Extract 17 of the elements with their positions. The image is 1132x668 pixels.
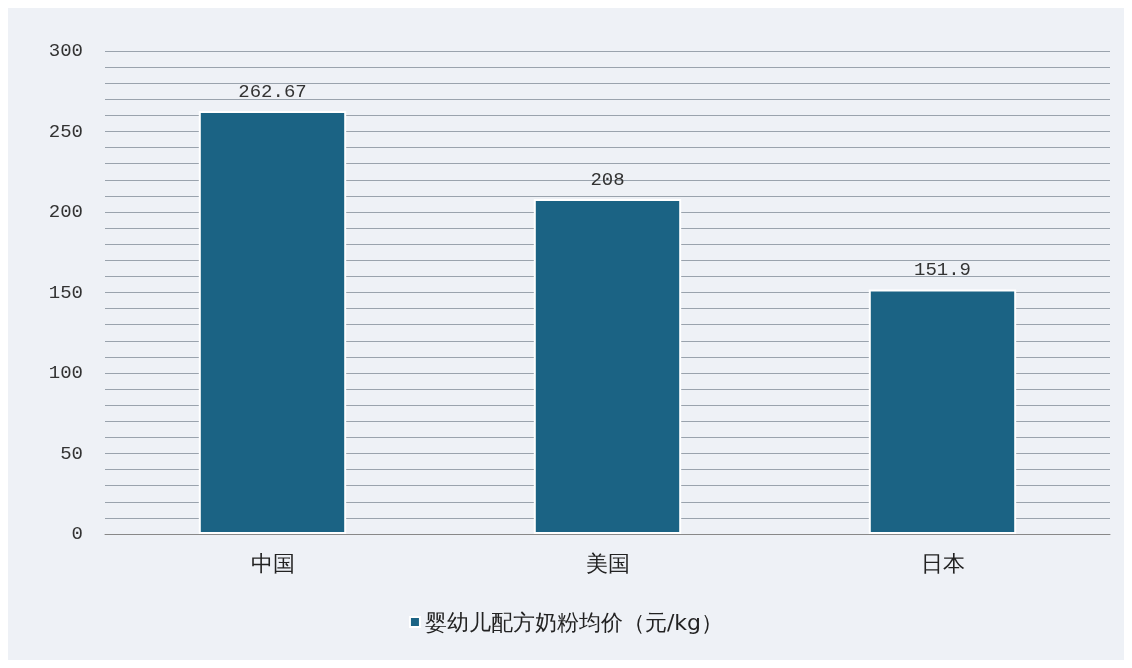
bar <box>533 199 682 534</box>
bar <box>198 111 347 534</box>
x-tick-label: 中国 <box>250 550 295 576</box>
x-tick-label: 美国 <box>585 550 630 576</box>
y-tick-label: 0 <box>71 523 83 545</box>
x-tick-label: 日本 <box>920 550 965 576</box>
data-label: 208 <box>590 168 625 191</box>
data-label: 151.9 <box>913 258 972 281</box>
legend-label: 婴幼儿配方奶粉均价（元/kg） <box>424 609 724 635</box>
data-label: 262.67 <box>238 80 307 103</box>
y-tick-label: 150 <box>48 281 83 304</box>
y-tick-label: 200 <box>48 201 83 223</box>
bar <box>868 289 1017 534</box>
y-tick-label: 50 <box>60 442 83 465</box>
y-tick-label: 250 <box>48 120 83 143</box>
y-tick-label: 100 <box>48 362 83 384</box>
y-tick-label: 300 <box>48 40 83 62</box>
